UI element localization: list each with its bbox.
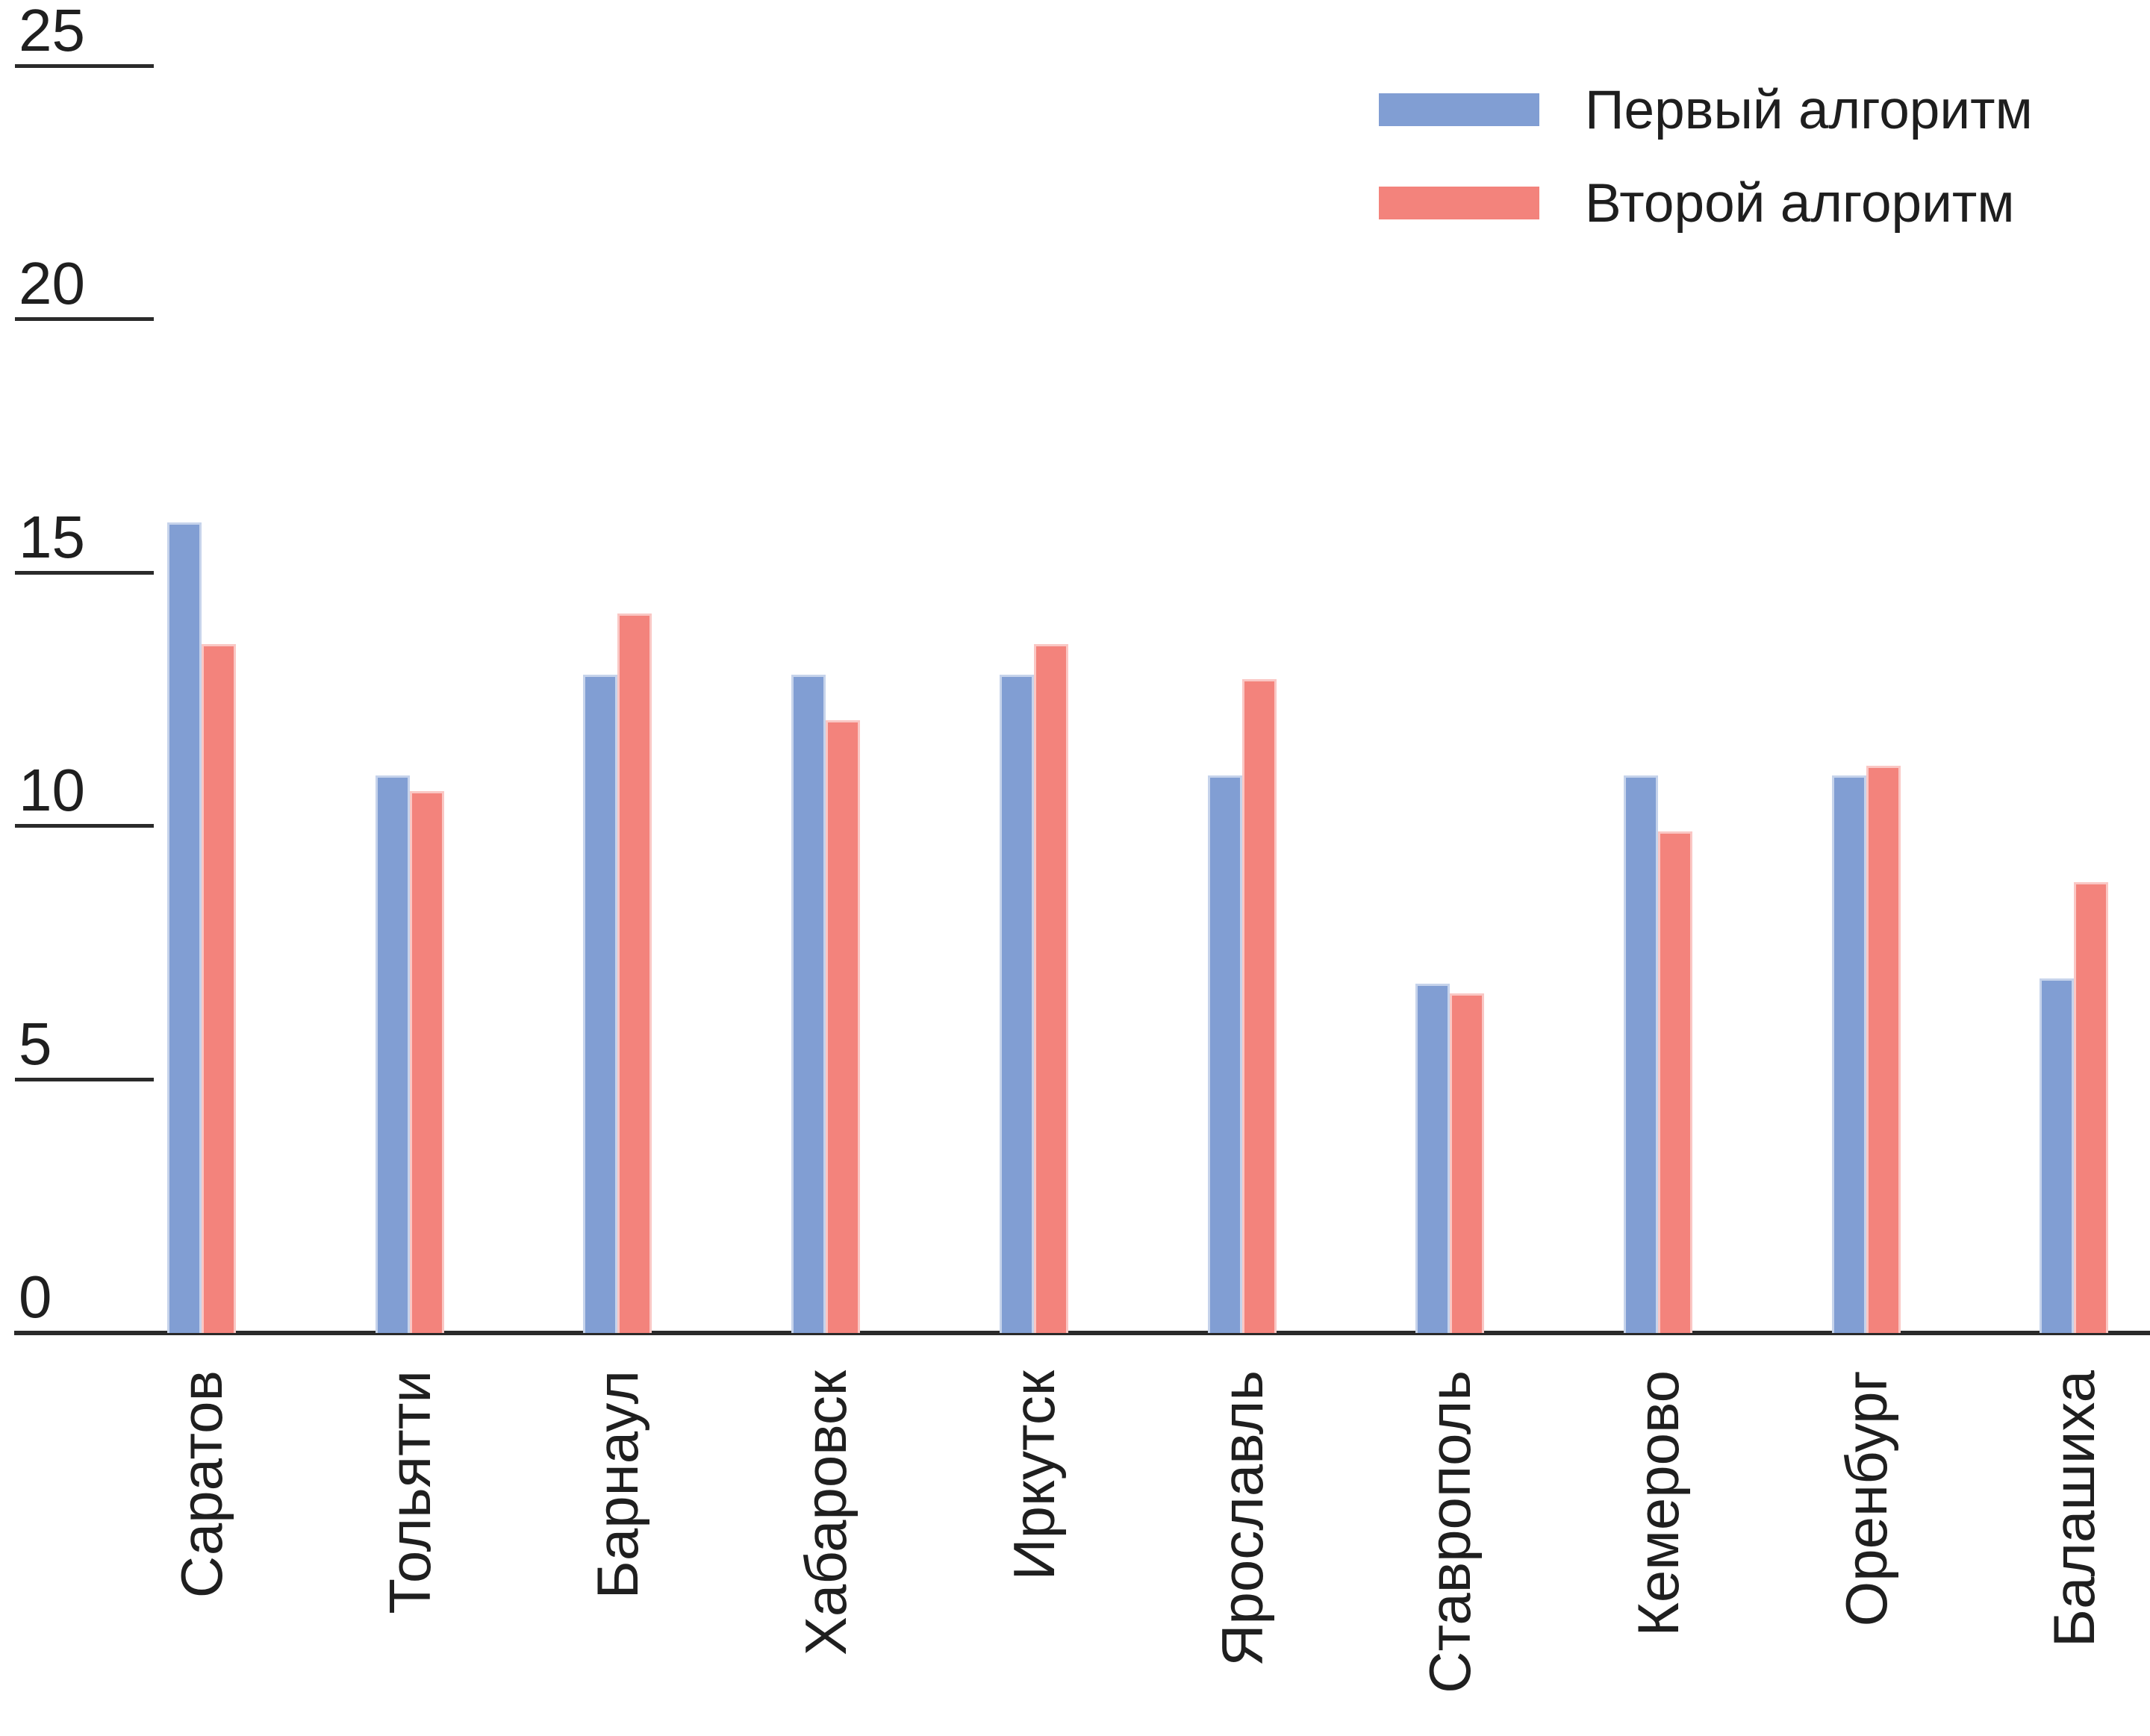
y-tick-label-15: 15 [19,503,85,570]
legend-item-first-algorithm: Первый алгоритм [1379,83,2033,137]
bar-series1-саратов [167,522,202,1333]
bar-series1-ярославль [1207,775,1242,1333]
bar-series1-ставрополь [1415,984,1451,1333]
y-tick-line-15 [15,570,154,575]
legend-swatch-first-algorithm [1379,93,1539,126]
y-tick-line-25 [15,64,154,68]
bar-series2-ставрополь [1450,993,1485,1333]
y-tick-line-5 [15,1077,154,1081]
legend-item-second-algorithm: Второй алгоритм [1379,176,2015,231]
y-tick-label-0: 0 [19,1264,52,1330]
y-tick-label-25: 25 [19,0,85,63]
bar-series1-хабаровск [791,675,826,1333]
legend-label-first-algorithm: Первый алгоритм [1585,79,2033,140]
y-tick-label-10: 10 [19,757,85,824]
bar-series2-кемерово [1657,831,1692,1333]
bar-series2-иркутск [1033,644,1068,1333]
bar-series2-тольятти [409,791,444,1333]
legend-label-second-algorithm: Второй алгоритм [1585,172,2015,234]
x-category-label-ярославль: Ярославль [1209,1370,1275,1667]
bar-series1-барнаул [583,675,618,1333]
x-axis-line [14,1331,2150,1335]
y-tick-line-20 [15,317,154,322]
x-category-label-саратов: Саратов [169,1370,234,1599]
bar-series2-барнаул [617,613,652,1333]
y-tick-label-5: 5 [19,1010,52,1077]
x-category-label-хабаровск: Хабаровск [793,1370,859,1656]
bar-series1-балашиха [2040,978,2075,1333]
bar-series1-оренбург [1831,775,1866,1333]
bar-series2-хабаровск [826,720,861,1333]
bar-series2-балашиха [2074,882,2109,1333]
x-category-label-барнаул: Барнаул [585,1370,651,1599]
y-tick-label-20: 20 [19,250,85,317]
x-category-label-оренбург: Оренбург [1833,1370,1899,1627]
x-category-label-балашиха: Балашиха [2041,1370,2107,1648]
x-category-label-ставрополь: Ставрополь [1417,1370,1483,1693]
x-category-label-иркутск: Иркутск [1000,1370,1067,1581]
x-category-label-тольятти: Тольятти [376,1370,443,1614]
bar-series1-иркутск [999,675,1034,1333]
bar-series2-саратов [202,644,236,1333]
bar-series2-ярославль [1241,679,1277,1333]
bar-series1-кемерово [1623,775,1658,1333]
bar-series1-тольятти [375,775,410,1333]
legend-swatch-second-algorithm [1379,187,1539,219]
bar-series2-оренбург [1866,766,1901,1333]
y-tick-line-10 [15,824,154,828]
x-category-label-кемерово: Кемерово [1624,1370,1691,1637]
